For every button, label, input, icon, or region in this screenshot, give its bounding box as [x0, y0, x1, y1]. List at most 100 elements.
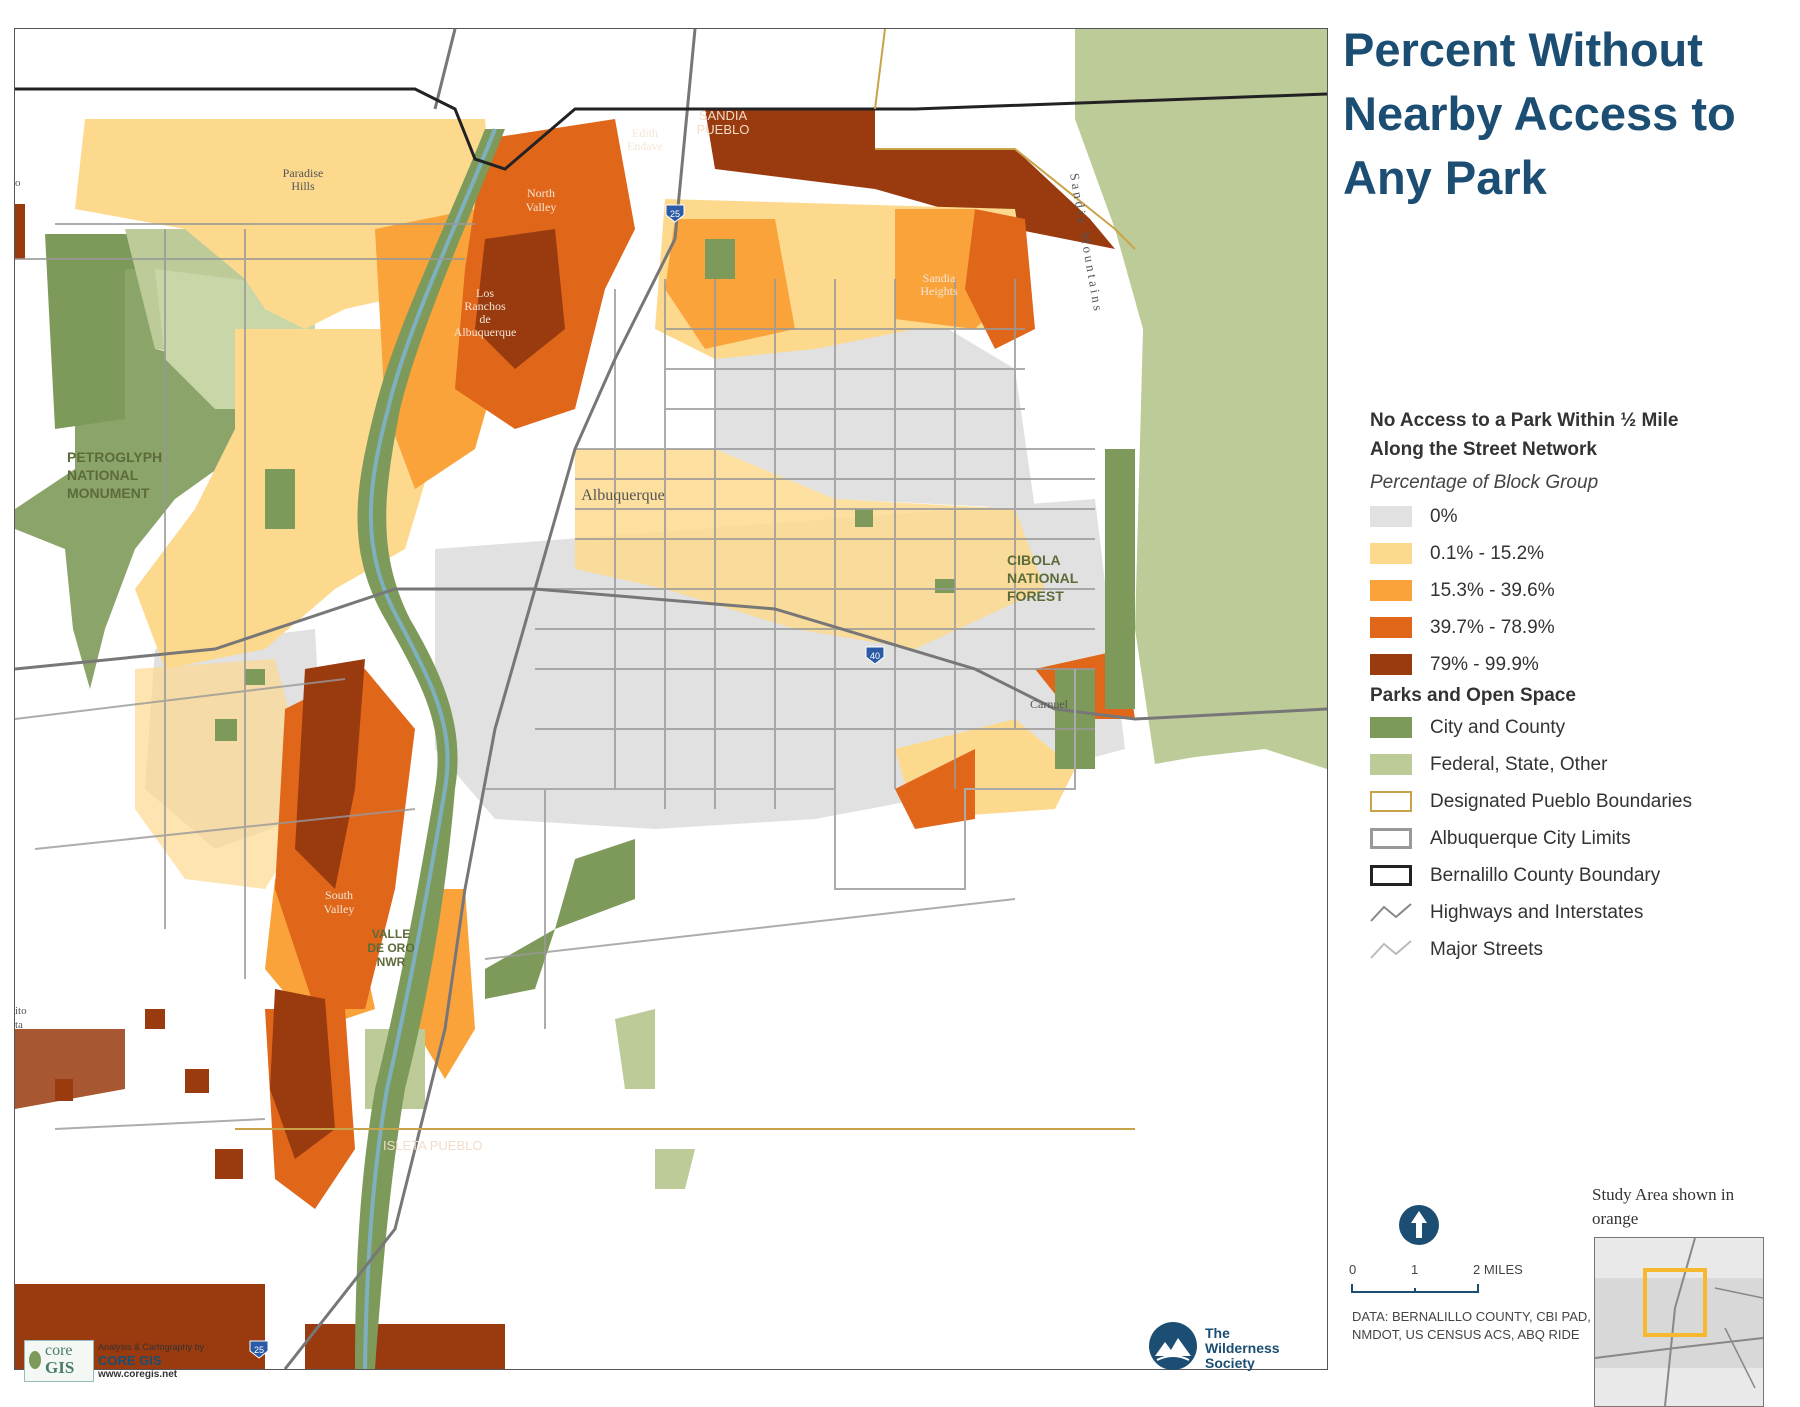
label-north-valley-2: Valley — [526, 200, 557, 214]
block-group-scatter-4 — [215, 1149, 243, 1179]
bernalillo-county-boundary — [15, 87, 1327, 171]
block-group-mid-2 — [665, 219, 795, 349]
pueblo-boundary-icon — [1370, 791, 1412, 812]
i25-shield-north: 25 — [665, 204, 685, 223]
label-petroglyph-2: NATIONAL — [67, 467, 139, 483]
label-cibola-2: NATIONAL — [1007, 570, 1079, 586]
major-streets — [15, 223, 1095, 1130]
block-group-high-2 — [965, 209, 1035, 349]
label-paradise-hills-2: Hills — [291, 179, 315, 193]
label-petroglyph-3: MONUMENT — [67, 485, 150, 501]
legend-line-row: Highways and Interstates — [1370, 894, 1790, 931]
legend-heading: No Access to a Park Within ½ Mile Along … — [1370, 410, 1679, 460]
scale-tick-2: 2 MILES — [1473, 1262, 1523, 1277]
legend-line-row: Bernalillo County Boundary — [1370, 857, 1790, 894]
label-paradise-hills-1: Paradise — [283, 166, 324, 180]
legend-line-label: Highways and Interstates — [1430, 901, 1644, 923]
wilderness-line-2: Wilderness — [1205, 1340, 1280, 1356]
legend-line-row: Major Streets — [1370, 931, 1790, 968]
north-arrow-icon — [1399, 1205, 1439, 1245]
label-sandia-pueblo-1: SANDIA — [699, 108, 748, 123]
inset-map — [1594, 1237, 1764, 1407]
legend-class-label: 79% - 99.9% — [1430, 653, 1539, 675]
scale-tick-0: 0 — [1349, 1262, 1357, 1277]
legend-park-row: Federal, State, Other — [1370, 746, 1790, 783]
block-group-scatter-2 — [185, 1069, 209, 1093]
legend-subheading: Percentage of Block Group — [1370, 472, 1599, 493]
coregis-credit: core GIS Analysis & Cartography by CORE … — [24, 1340, 234, 1382]
park-parcel-6 — [265, 469, 295, 529]
label-valle-de-oro-1: VALLE — [372, 927, 410, 941]
map-canvas[interactable]: SANDIA PUEBLO Edith Endave Paradise Hills N… — [15, 29, 1327, 1369]
legend-class-label: 15.3% - 39.6% — [1430, 579, 1555, 601]
legend-line-label: Major Streets — [1430, 938, 1543, 960]
block-group-very-high-3 — [270, 989, 335, 1159]
legend-swatch-federal — [1370, 754, 1412, 775]
label-valle-de-oro-2: DE ORO — [367, 941, 414, 955]
label-edith-endave-1: Edith — [632, 126, 658, 140]
coregis-name: CORE GIS — [98, 1353, 162, 1368]
label-sandia-heights-2: Heights — [920, 284, 958, 298]
legend-class-row: 15.3% - 39.6% — [1370, 572, 1790, 609]
legend-line-label: Bernalillo County Boundary — [1430, 864, 1661, 886]
label-carnuel: Carnuel — [1030, 697, 1069, 711]
label-cibola-1: CIBOLA — [1007, 552, 1061, 568]
coregis-url[interactable]: www.coregis.net — [98, 1369, 178, 1380]
label-sandia-pueblo-2: PUEBLO — [697, 122, 750, 137]
park-parcel — [705, 239, 735, 279]
legend-swatch-0pct — [1370, 506, 1412, 527]
block-group-very-high — [475, 229, 565, 369]
legend-swatch-city-county — [1370, 717, 1412, 738]
scale-bar-line — [1351, 1284, 1479, 1293]
label-petroglyph-1: PETROGLYPH — [67, 449, 162, 465]
block-group-low-4 — [575, 449, 1045, 649]
i25-shield-label: 25 — [670, 209, 680, 219]
label-isleta-pueblo: ISLETA PUEBLO — [383, 1138, 482, 1153]
inset-title: Study Area shown in orange — [1592, 1185, 1735, 1228]
legend-classes: 0% 0.1% - 15.2% 15.3% - 39.6% 39.7% - 78… — [1370, 498, 1790, 683]
inset-study-area — [1643, 1268, 1707, 1337]
map-title: Percent Without Nearby Access to Any Par… — [1343, 23, 1736, 204]
highway-line-icon — [1370, 903, 1412, 922]
label-los-ranchos-2: Ranchos — [464, 299, 506, 313]
wilderness-line-3: Society — [1205, 1355, 1255, 1371]
park-parcel-2 — [855, 509, 873, 527]
parks-heading: Parks and Open Space — [1370, 685, 1576, 706]
coregis-leaf-icon — [29, 1351, 41, 1369]
scale-bar: 0 1 2 MILES — [1349, 1262, 1549, 1302]
legend-park-label: City and County — [1430, 716, 1566, 738]
label-edge-fragment-1: o — [15, 177, 21, 189]
label-sandia-heights-1: Sandia — [923, 271, 956, 285]
legend-swatch-high — [1370, 617, 1412, 638]
block-group-scatter — [145, 1009, 165, 1029]
coregis-small: Analysis & Cartography by — [98, 1342, 205, 1352]
rio-grande-river — [363, 128, 497, 1369]
isleta-pueblo-area — [305, 1324, 505, 1369]
map-area[interactable]: SANDIA PUEBLO Edith Endave Paradise Hills N… — [14, 28, 1328, 1370]
block-group-very-high-2 — [295, 659, 365, 889]
label-north-valley-1: North — [527, 186, 555, 200]
label-los-ranchos-4: Albuquerque — [454, 325, 517, 339]
legend-line-row: Albuquerque City Limits — [1370, 820, 1790, 857]
block-group-low-6 — [135, 659, 315, 889]
label-valle-de-oro-3: NWR — [377, 955, 406, 969]
label-edge-fragment-2a: ito — [15, 1005, 27, 1017]
legend-line-label: Designated Pueblo Boundaries — [1430, 790, 1692, 812]
legend: No Access to a Park Within ½ Mile Along … — [1370, 406, 1790, 968]
block-group-very-high-4 — [15, 1029, 125, 1109]
open-space-south — [485, 839, 635, 999]
legend-park-label: Federal, State, Other — [1430, 753, 1608, 775]
legend-class-row: 79% - 99.9% — [1370, 646, 1790, 683]
open-space-foothills — [1105, 449, 1135, 709]
legend-line-label: Albuquerque City Limits — [1430, 827, 1631, 849]
city-limits-line — [485, 669, 1076, 890]
street-line-icon — [1370, 940, 1412, 959]
